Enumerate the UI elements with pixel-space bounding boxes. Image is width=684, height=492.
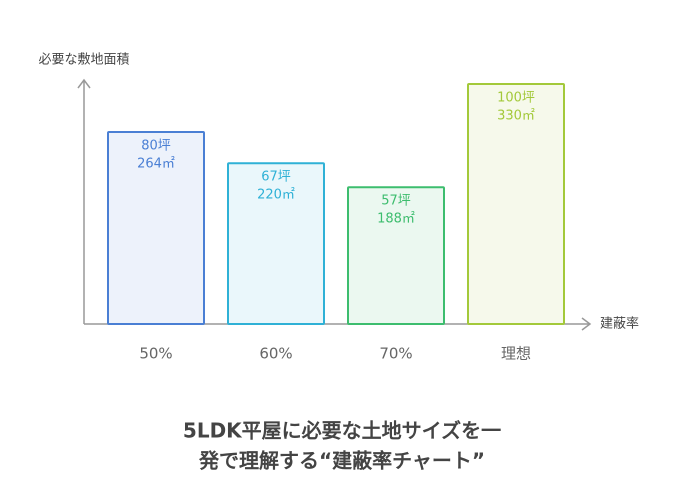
x-tick-label: 理想 [501,345,531,363]
x-tick-label: 70% [379,345,412,363]
x-tick-label: 50% [139,345,172,363]
x-axis-label: 建蔽率 [600,316,639,332]
bar [227,162,325,325]
area-label: 264㎡ [137,157,175,172]
value-label: 100坪 [497,91,535,106]
area-label: 188㎡ [377,212,415,227]
y-axis-label: 必要な敷地面積 [38,53,129,68]
value-label: 57坪 [381,194,411,209]
value-label: 67坪 [261,170,291,185]
value-label: 80坪 [141,139,171,154]
chart-title: 5LDK平屋に必要な土地サイズを一 [183,419,501,443]
area-label: 330㎡ [497,109,535,124]
area-label: 220㎡ [257,188,295,203]
y-axis [77,78,91,324]
bar [467,83,565,325]
chart-title: 発で理解する“建蔽率チャート” [198,449,485,473]
x-tick-label: 60% [259,345,292,363]
bar [347,186,445,325]
bar [107,131,205,325]
